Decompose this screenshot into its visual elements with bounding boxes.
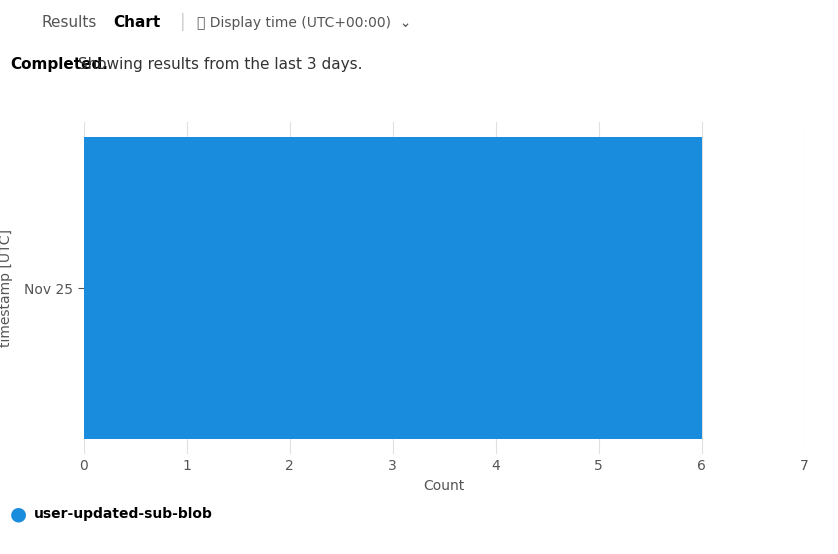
Y-axis label: timestamp [UTC]: timestamp [UTC]	[0, 229, 13, 347]
Text: Results: Results	[42, 14, 97, 29]
Text: Chart: Chart	[113, 14, 160, 29]
X-axis label: Count: Count	[423, 479, 465, 493]
Text: Showing results from the last 3 days.: Showing results from the last 3 days.	[73, 57, 362, 72]
Text: ●: ●	[10, 505, 27, 524]
Text: ⏱ Display time (UTC+00:00)  ⌄: ⏱ Display time (UTC+00:00) ⌄	[197, 16, 411, 29]
Text: Completed.: Completed.	[10, 57, 108, 72]
Text: |: |	[180, 13, 186, 30]
Bar	[84, 137, 701, 439]
Text: user-updated-sub-blob: user-updated-sub-blob	[34, 507, 212, 521]
